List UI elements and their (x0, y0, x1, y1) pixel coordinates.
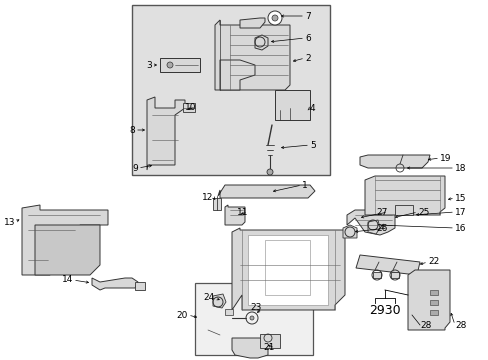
Text: 17: 17 (454, 207, 466, 216)
Text: 26: 26 (376, 224, 387, 233)
Bar (260, 334, 280, 348)
Polygon shape (390, 272, 398, 278)
Bar (213, 198, 221, 210)
Polygon shape (231, 338, 267, 358)
Polygon shape (355, 255, 419, 275)
Polygon shape (372, 272, 380, 278)
Polygon shape (359, 155, 429, 168)
Polygon shape (215, 20, 289, 90)
Bar (135, 282, 145, 290)
Text: 2: 2 (305, 54, 310, 63)
Circle shape (249, 316, 253, 320)
Bar (429, 300, 437, 305)
Circle shape (266, 169, 272, 175)
Polygon shape (218, 185, 314, 198)
Polygon shape (220, 60, 254, 90)
Text: 13: 13 (3, 217, 15, 226)
Text: 9: 9 (132, 163, 138, 172)
Text: 1: 1 (302, 180, 307, 189)
Text: 28: 28 (419, 320, 430, 329)
Bar (264, 240, 309, 295)
Text: 2930: 2930 (368, 303, 400, 316)
Text: 20: 20 (176, 310, 187, 320)
Text: 23: 23 (250, 303, 262, 312)
Bar (394, 205, 412, 215)
Text: 6: 6 (305, 33, 310, 42)
Text: 27: 27 (376, 207, 387, 216)
Bar (224, 309, 232, 315)
Text: 12: 12 (201, 193, 213, 202)
Polygon shape (240, 18, 264, 28)
Text: 15: 15 (454, 194, 466, 202)
Polygon shape (364, 176, 444, 215)
Bar (195, 283, 312, 355)
Bar (429, 290, 437, 295)
Text: 16: 16 (454, 224, 466, 233)
Polygon shape (231, 228, 345, 310)
Text: 24: 24 (203, 293, 215, 302)
Circle shape (271, 15, 278, 21)
Polygon shape (147, 97, 184, 170)
Polygon shape (346, 210, 394, 235)
Text: 14: 14 (61, 275, 73, 284)
Text: 11: 11 (236, 207, 247, 216)
Text: 22: 22 (427, 257, 438, 266)
Text: 25: 25 (417, 207, 428, 216)
Bar (247, 235, 327, 305)
Text: 8: 8 (129, 126, 135, 135)
Text: 4: 4 (309, 104, 315, 112)
Circle shape (267, 11, 282, 25)
Polygon shape (342, 225, 356, 238)
Polygon shape (254, 35, 267, 50)
Text: 5: 5 (309, 140, 315, 149)
Text: 3: 3 (146, 60, 152, 69)
Text: 18: 18 (454, 163, 466, 172)
Circle shape (167, 62, 173, 68)
Polygon shape (35, 225, 100, 275)
Text: 19: 19 (439, 153, 450, 162)
Text: 28: 28 (454, 320, 466, 329)
Bar (160, 58, 200, 72)
Polygon shape (224, 205, 244, 225)
Polygon shape (407, 270, 449, 330)
Polygon shape (92, 278, 138, 290)
Bar (429, 310, 437, 315)
Bar (132, 5, 329, 175)
Text: 10: 10 (184, 103, 196, 112)
Polygon shape (22, 205, 108, 275)
Text: 7: 7 (305, 12, 310, 21)
Bar (183, 103, 195, 112)
Bar (274, 90, 309, 120)
Polygon shape (213, 294, 225, 308)
Polygon shape (367, 220, 379, 234)
Text: 21: 21 (263, 343, 274, 352)
